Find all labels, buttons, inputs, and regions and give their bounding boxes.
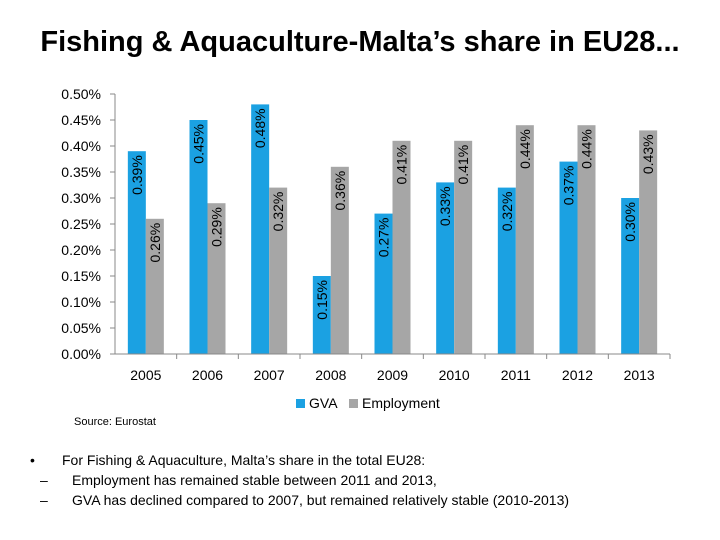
data-label: 0.39% <box>129 155 145 195</box>
bar-gva <box>374 213 393 354</box>
data-label: 0.30% <box>622 202 638 242</box>
legend: GVA Employment <box>296 395 440 411</box>
y-tick-label: 0.50% <box>61 86 101 102</box>
bullet-sub-2-text: GVA has declined compared to 2007, but r… <box>72 492 570 508</box>
data-label: 0.33% <box>437 186 453 226</box>
bar-employment <box>639 130 658 354</box>
data-label: 0.37% <box>561 166 577 206</box>
chart-title: Fishing & Aquaculture-Malta’s share in E… <box>40 26 680 58</box>
bar-gva <box>127 151 146 354</box>
bullet-sub-2: – GVA has declined compared to 2007, but… <box>30 490 710 510</box>
data-label: 0.29% <box>209 207 225 247</box>
legend-swatch <box>296 399 305 408</box>
bar-gva <box>559 161 578 354</box>
data-label: 0.32% <box>270 192 286 232</box>
bar-employment <box>454 140 473 354</box>
y-tick-label: 0.00% <box>61 346 101 362</box>
bar-employment <box>269 187 288 354</box>
y-tick-label: 0.05% <box>61 320 101 336</box>
bar-employment <box>577 125 596 354</box>
bullet-icon: • <box>30 452 35 468</box>
y-tick-label: 0.40% <box>61 138 101 154</box>
y-tick-label: 0.25% <box>61 216 101 232</box>
x-tick-label: 2007 <box>254 367 285 383</box>
bar-employment <box>330 166 349 354</box>
bar-gva <box>621 198 640 354</box>
x-tick-label: 2008 <box>315 367 346 383</box>
y-axis: 0.00% 0.05% 0.10% 0.15% 0.20% 0.25% 0.30% 0.35%… <box>61 86 116 362</box>
y-tick-label: 0.45% <box>61 112 101 128</box>
x-tick-label: 2009 <box>377 367 408 383</box>
data-label: 0.27% <box>376 218 392 258</box>
bars-group: 0.39% 0.26% 0.45% 0.29% 0.48% 0.32% 0.15% 0.36%… <box>127 104 658 355</box>
bar-employment <box>145 218 164 354</box>
legend-swatch <box>349 399 358 408</box>
bar-gva <box>251 104 270 355</box>
x-tick-label: 2005 <box>130 367 161 383</box>
bar-employment <box>207 203 226 354</box>
bullet-main-text: For Fishing & Aquaculture, Malta’s share… <box>62 452 426 468</box>
bar-employment <box>515 125 534 354</box>
data-label: 0.26% <box>147 223 163 263</box>
x-axis: 2005 2006 2007 2008 2009 2010 2011 2012 2013 <box>115 353 671 383</box>
x-tick-label: 2010 <box>439 367 470 383</box>
bullet-list: • For Fishing & Aquaculture, Malta’s sha… <box>30 450 710 510</box>
data-label: 0.44% <box>579 129 595 169</box>
bar-gva <box>189 120 208 354</box>
y-tick-label: 0.35% <box>61 164 101 180</box>
y-tick-label: 0.30% <box>61 190 101 206</box>
data-label: 0.15% <box>314 280 330 320</box>
data-label: 0.32% <box>499 192 515 232</box>
bullet-sub-1: – Employment has remained stable between… <box>30 470 710 490</box>
data-label: 0.41% <box>394 145 410 185</box>
y-tick-label: 0.10% <box>61 294 101 310</box>
legend-label: GVA <box>309 395 338 411</box>
x-tick-label: 2012 <box>562 367 593 383</box>
bar-gva <box>497 187 516 354</box>
legend-label: Employment <box>362 395 440 411</box>
dash-icon: – <box>40 492 48 508</box>
bullet-main: • For Fishing & Aquaculture, Malta’s sha… <box>30 450 710 470</box>
data-label: 0.45% <box>191 124 207 164</box>
y-tick-label: 0.15% <box>61 268 101 284</box>
x-tick-label: 2011 <box>501 367 531 383</box>
bullet-sub-1-text: Employment has remained stable between 2… <box>72 472 437 488</box>
data-label: 0.48% <box>252 108 268 148</box>
source-note: Source: Eurostat <box>74 416 156 428</box>
bar-gva <box>312 276 331 354</box>
y-tick-label: 0.20% <box>61 242 101 258</box>
dash-icon: – <box>40 472 48 488</box>
data-label: 0.41% <box>455 145 471 185</box>
bar-gva <box>436 182 455 354</box>
bar-employment <box>392 140 411 354</box>
data-label: 0.43% <box>640 134 656 174</box>
x-tick-label: 2013 <box>624 367 655 383</box>
data-label: 0.36% <box>332 171 348 211</box>
bar-chart: 0.00% 0.05% 0.10% 0.15% 0.20% 0.25% 0.30% 0.35%… <box>61 86 671 411</box>
x-tick-label: 2006 <box>192 367 223 383</box>
data-label: 0.44% <box>517 129 533 169</box>
